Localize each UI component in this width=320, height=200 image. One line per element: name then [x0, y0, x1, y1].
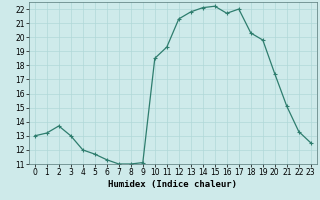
X-axis label: Humidex (Indice chaleur): Humidex (Indice chaleur)	[108, 180, 237, 189]
